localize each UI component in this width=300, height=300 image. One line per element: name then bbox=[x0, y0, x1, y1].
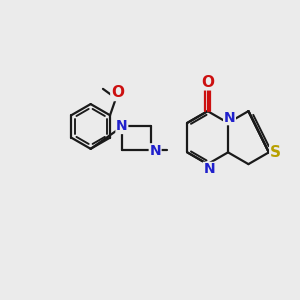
Text: O: O bbox=[111, 85, 124, 100]
Text: N: N bbox=[203, 162, 215, 176]
Text: O: O bbox=[201, 75, 214, 90]
Text: N: N bbox=[116, 119, 128, 134]
Text: N: N bbox=[149, 144, 161, 158]
Text: N: N bbox=[224, 111, 235, 124]
Text: S: S bbox=[270, 146, 281, 160]
